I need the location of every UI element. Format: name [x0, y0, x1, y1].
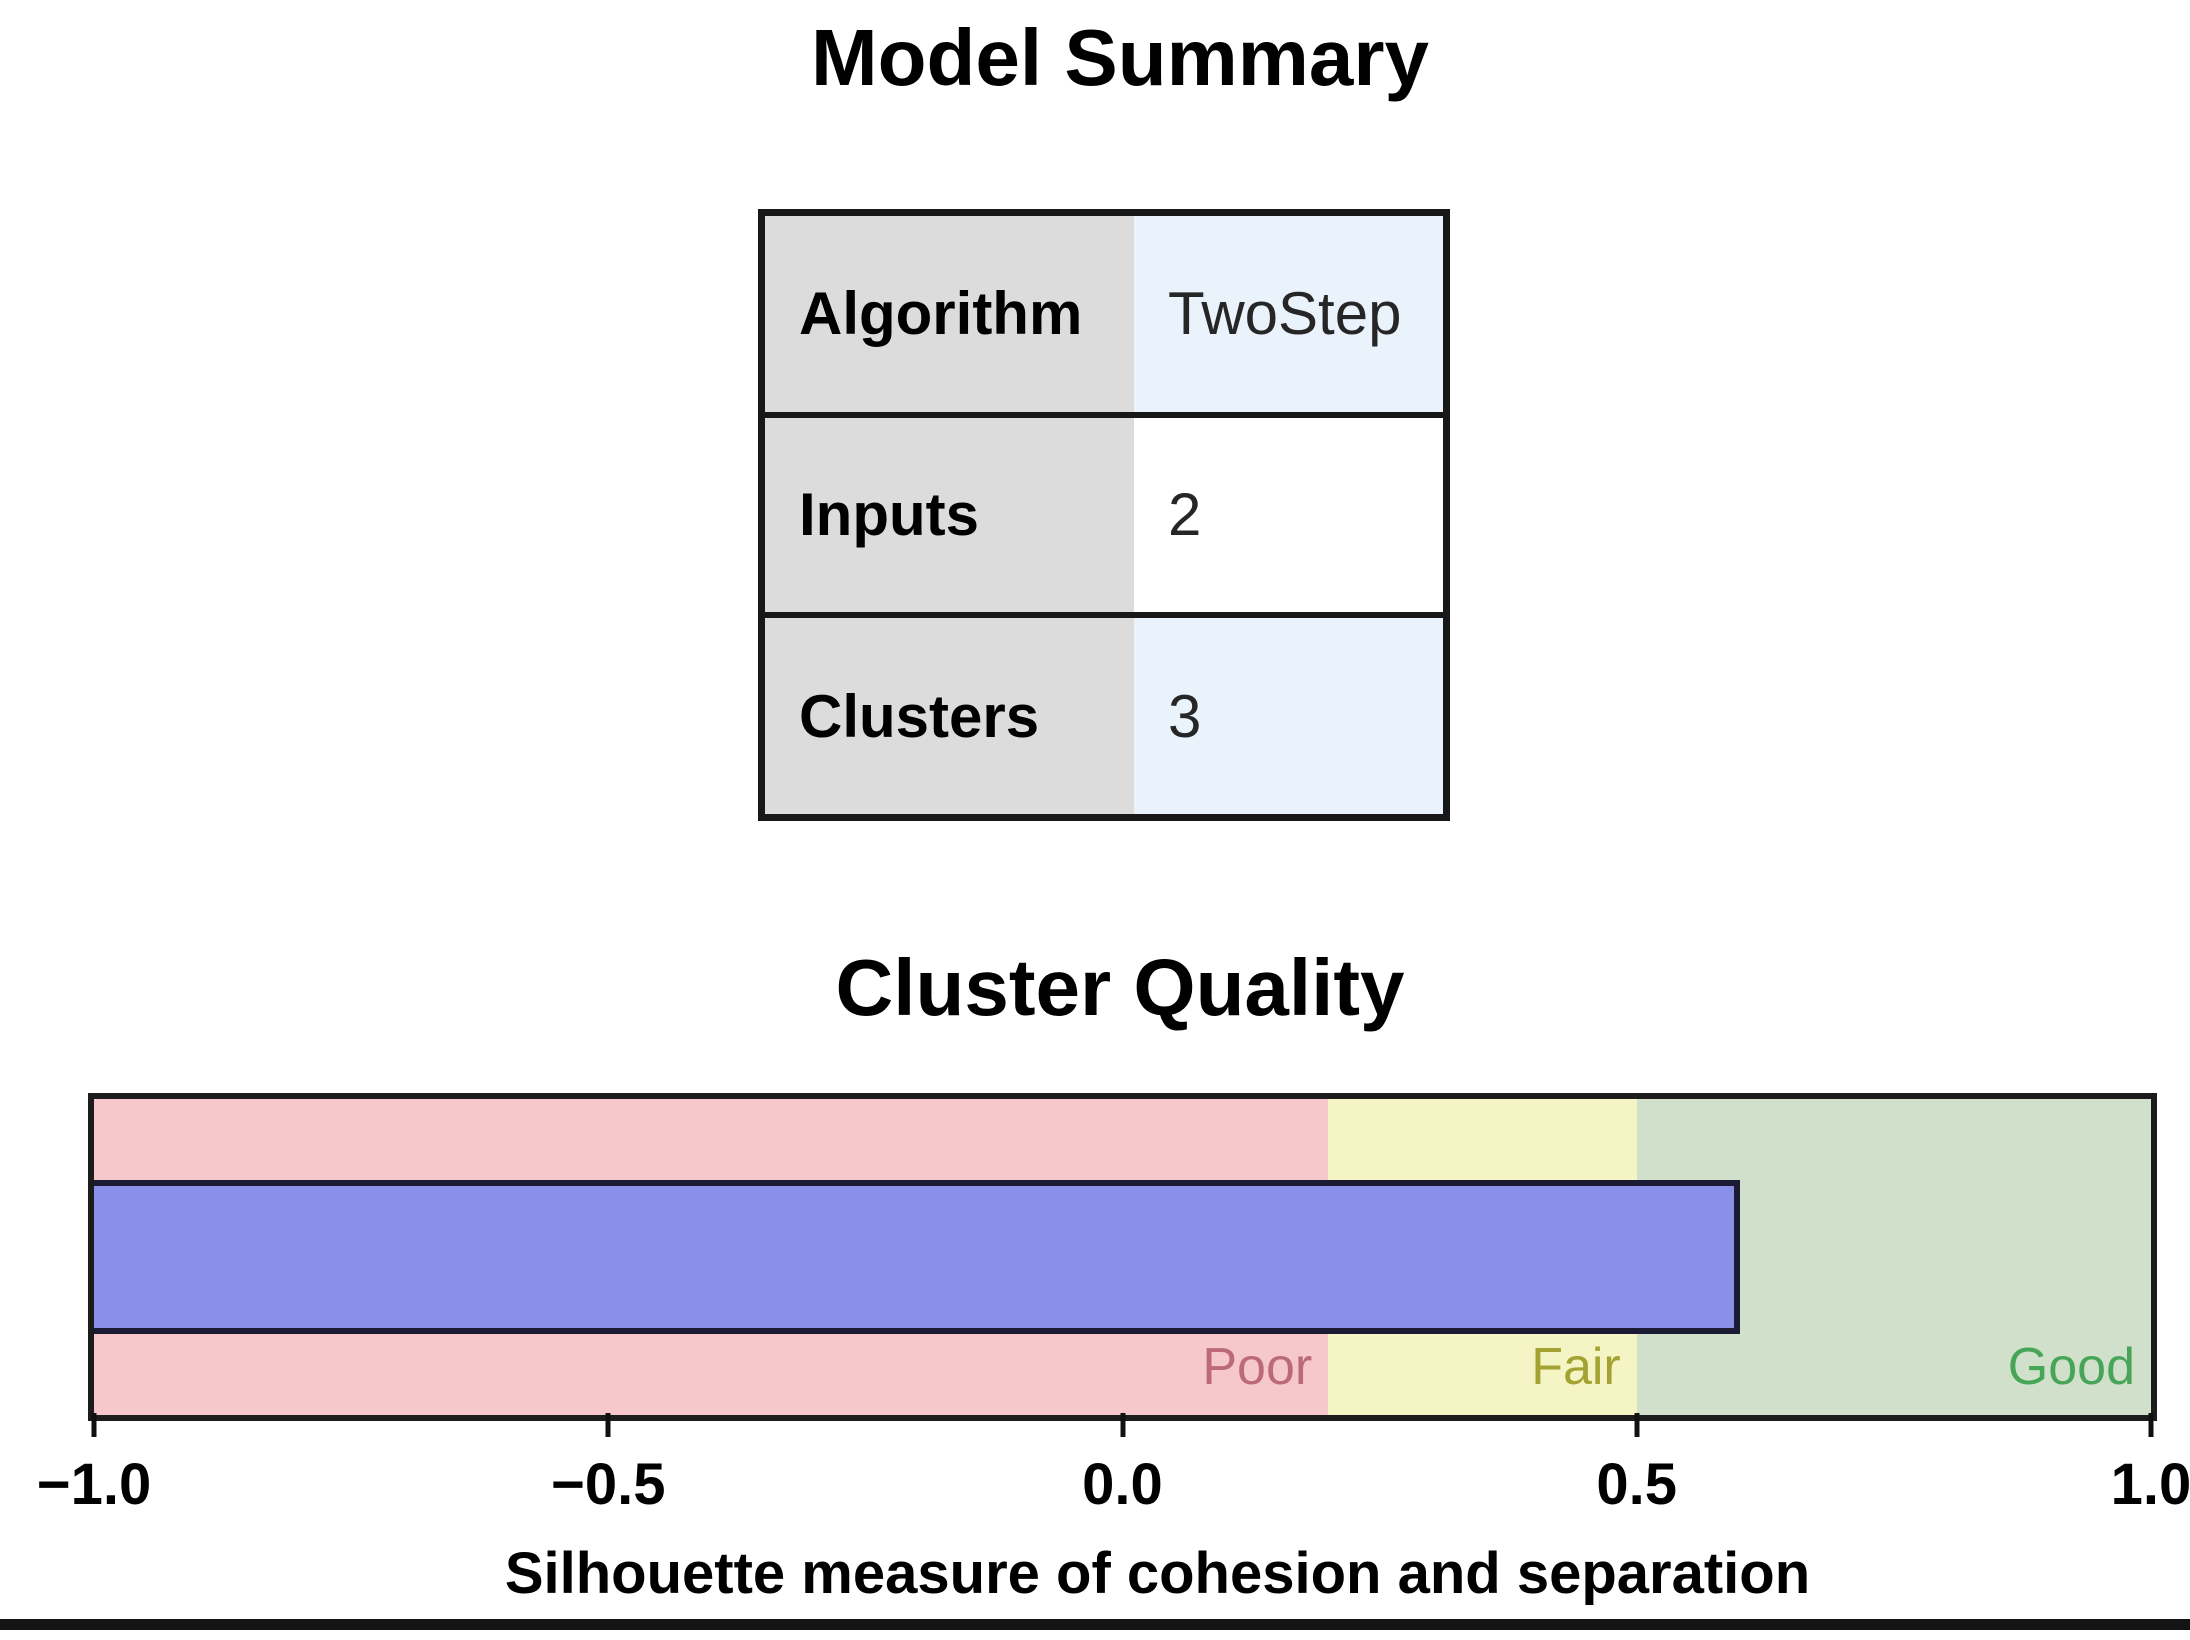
- inputs-value: 2: [1134, 411, 1447, 616]
- good-zone-label: Good: [2007, 1337, 2135, 1396]
- algorithm-value: TwoStep: [1134, 212, 1447, 415]
- tick-label: 0.5: [1596, 1452, 1678, 1517]
- fair-zone-label: Fair: [1531, 1337, 1621, 1396]
- model-summary-title: Model Summary: [811, 13, 1429, 102]
- inputs-label: Inputs: [761, 411, 1134, 616]
- axis-tick: [1634, 1413, 1640, 1437]
- cluster-quality-chart: Poor Fair Good −1.0 −0.5 0.0 0.5 1.0: [37, 1093, 2190, 1517]
- silhouette-bar: [94, 1179, 1740, 1335]
- axis-tick: [2148, 1413, 2154, 1437]
- axis-tick: [1120, 1413, 1125, 1437]
- tick-label: 1.0: [2110, 1452, 2190, 1517]
- cluster-quality-title: Cluster Quality: [835, 943, 1405, 1032]
- axis-tick: [91, 1413, 97, 1437]
- table-row-algorithm: Algorithm TwoStep: [761, 212, 1447, 415]
- tick-label: −1.0: [36, 1452, 152, 1517]
- model-summary-table: Algorithm TwoStep Inputs 2 Clusters 3: [758, 209, 1450, 821]
- table-row-inputs: Inputs 2: [761, 411, 1447, 616]
- tick-label: 0.0: [1082, 1452, 1163, 1517]
- table-row-clusters: Clusters 3: [761, 612, 1447, 818]
- poor-zone-label: Poor: [1202, 1337, 1313, 1396]
- tick-label: −0.5: [551, 1452, 666, 1517]
- clusters-value: 3: [1134, 612, 1447, 818]
- x-axis-title: Silhouette measure of cohesion and separ…: [504, 1541, 1811, 1606]
- bottom-divider: [0, 1619, 2190, 1630]
- clusters-label: Clusters: [761, 612, 1134, 818]
- algorithm-label: Algorithm: [761, 212, 1134, 415]
- axis-tick: [605, 1413, 611, 1437]
